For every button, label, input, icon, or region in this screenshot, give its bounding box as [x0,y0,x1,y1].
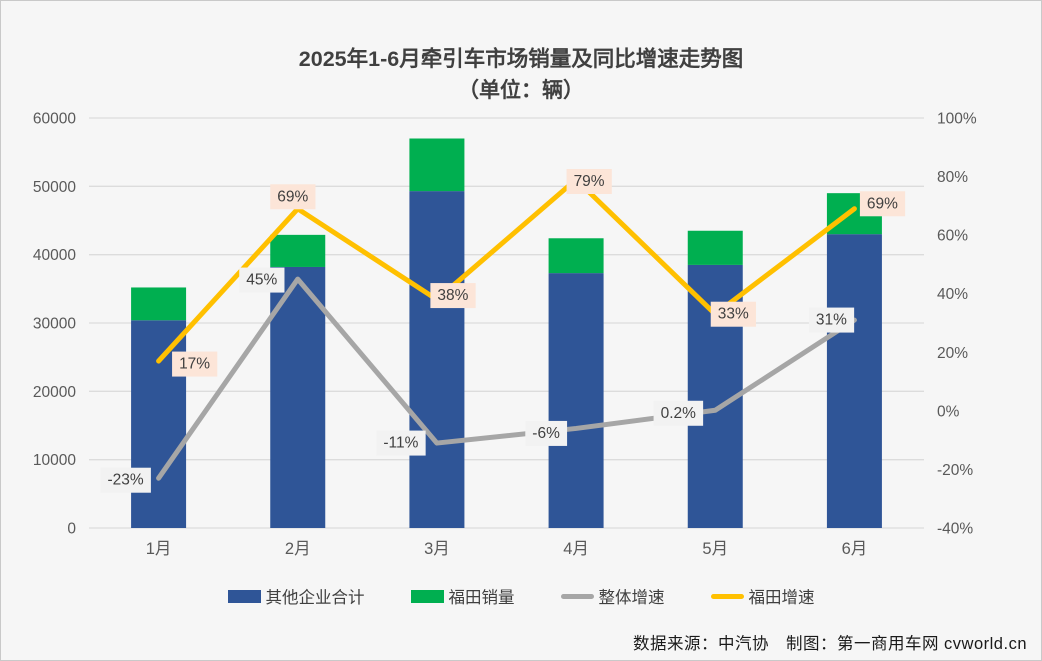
data-label-整体增速-6月: 31% [808,307,855,333]
data-label-福田增速-1月: 17% [172,351,218,377]
data-label-福田增速-3月: 38% [430,283,476,309]
data-label-box [808,307,855,333]
legend-swatch-green-bar [410,589,444,603]
left-axis-tick-label: 50000 [33,179,76,196]
right-axis-tick-label: 80% [937,169,968,186]
left-axis-tick-label: 60000 [33,111,76,128]
x-axis-label: 2月 [285,540,311,558]
data-label-box [566,169,612,194]
data-label-福田增速-2月: 69% [270,184,316,210]
data-label-box [859,191,906,217]
legend-swatch-gray-line [560,593,594,599]
data-label-text: -11% [383,435,418,452]
data-label-box [172,351,218,377]
x-axis-label: 1月 [146,540,172,558]
left-axis-tick-label: 10000 [33,452,76,469]
x-axis-label: 6月 [842,540,868,558]
left-axis-tick-label: 40000 [33,247,76,264]
left-axis-tick-label: 20000 [33,384,76,401]
data-label-text: 0.2% [661,405,697,422]
data-label-text: 69% [867,195,898,212]
legend-item-overall-growth: 整体增速 [560,584,665,608]
chart-legend: 其他企业合计 福田销量 整体增速 福田增速 [1,584,1041,608]
line-福田增速 [156,177,857,364]
legend-label: 整体增速 [598,589,665,607]
legend-label: 其他企业合计 [265,589,365,607]
right-axis-tick-label: 100% [937,111,977,128]
bar-foton-4月 [548,238,604,274]
data-label-box [376,430,426,456]
left-axis-tick-label: 0 [67,521,76,538]
data-label-box [270,184,316,210]
data-label-福田增速-6月: 69% [859,191,906,217]
legend-item-foton-sales: 福田销量 [410,584,515,608]
chart-title-line1: 2025年1-6月牵引车市场销量及同比增速走势图 [298,47,744,71]
data-label-box [100,467,151,493]
legend-swatch-yellow-line [710,593,744,599]
bar-other-companies-4月 [548,273,604,528]
data-label-box [525,420,568,446]
data-label-text: 38% [437,287,468,304]
data-label-整体增速-3月: -11% [376,430,426,456]
data-label-box [430,283,476,309]
legend-swatch-blue-bar [227,589,261,603]
data-label-整体增速-1月: -23% [100,467,151,493]
bar-other-companies-6月 [826,234,882,528]
data-label-福田增速-4月: 79% [566,169,612,194]
right-axis-tick-label: -40% [937,521,973,538]
data-label-box [710,301,756,327]
data-label-text: -6% [532,425,560,442]
chart-title-unit: （单位：辆） [458,79,584,102]
data-label-box [653,400,704,426]
data-label-text: 31% [816,312,847,329]
bar-other-companies-1月 [131,320,187,528]
bar-foton-1月 [131,287,187,321]
data-source-credit: 数据来源：中汽协 制图：第一商用车网 cvworld.cn [632,635,1027,653]
bar-foton-3月 [409,138,465,192]
x-axis-label: 4月 [563,540,589,558]
bar-foton-5月 [687,230,743,265]
x-axis-label: 5月 [702,540,728,558]
line-整体增速 [156,276,857,481]
bar-foton-2月 [270,234,326,267]
right-axis-tick-label: 20% [937,345,968,362]
right-axis-tick-label: 40% [937,286,968,303]
x-axis-label: 3月 [424,540,450,558]
left-axis-tick-label: 30000 [33,316,76,333]
data-label-整体增速-4月: -6% [525,420,568,446]
right-axis-tick-label: 60% [937,228,968,245]
legend-label: 福田增速 [748,589,815,607]
data-label-text: 69% [277,188,308,205]
data-label-text: 33% [718,306,749,323]
bar-other-companies-2月 [270,266,326,528]
data-label-福田增速-5月: 33% [710,301,756,327]
data-label-text: 45% [246,272,277,289]
data-label-整体增速-2月: 45% [239,267,285,293]
data-label-text: 17% [179,356,210,373]
data-label-text: -23% [107,472,143,489]
right-axis-tick-label: -20% [937,462,973,479]
right-axis-tick-label: 0% [937,403,960,420]
legend-item-foton-growth: 福田增速 [710,584,815,608]
data-label-整体增速-5月: 0.2% [653,400,704,426]
data-label-text: 79% [574,173,605,190]
chart-title: 2025年1-6月牵引车市场销量及同比增速走势图 （单位：辆） [1,43,1041,107]
bar-other-companies-3月 [409,191,465,528]
legend-label: 福田销量 [448,589,515,607]
legend-item-other-companies: 其他企业合计 [227,584,365,608]
data-label-box [239,267,285,293]
